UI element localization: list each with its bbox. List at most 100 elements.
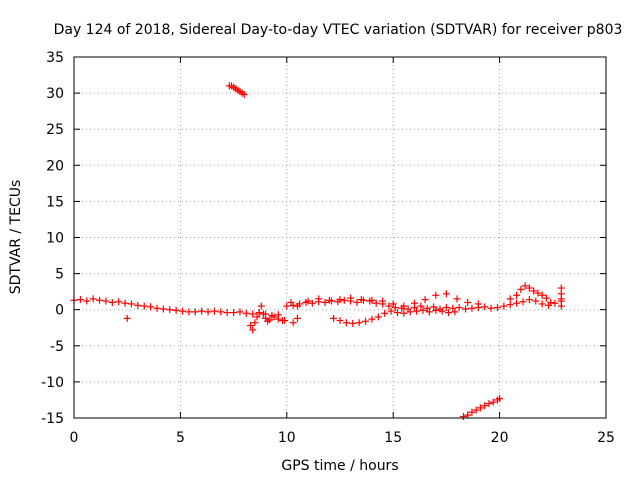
data-point: [472, 406, 480, 414]
y-tick-label: -15: [41, 411, 64, 427]
y-tick-label: 20: [46, 158, 64, 174]
data-point: [281, 317, 289, 325]
data-point: [191, 308, 199, 316]
data-point: [419, 306, 427, 314]
series-main-band: [70, 295, 565, 319]
data-point: [259, 310, 267, 318]
data-point: [102, 297, 110, 305]
data-point: [410, 299, 418, 307]
data-point: [391, 304, 399, 312]
data-point: [421, 296, 429, 304]
data-point: [425, 308, 433, 316]
data-point: [293, 314, 301, 322]
data-point: [438, 307, 446, 315]
data-point: [274, 315, 282, 323]
data-point: [442, 290, 450, 298]
data-point: [321, 298, 329, 306]
x-axis-label: GPS time / hours: [281, 458, 398, 474]
data-point: [83, 297, 91, 305]
data-points: [70, 82, 565, 421]
data-point: [308, 299, 316, 307]
data-point: [464, 298, 472, 306]
data-point: [121, 299, 129, 307]
y-tick-label: 25: [46, 122, 64, 138]
y-axis-label: SDTVAR / TECUs: [8, 180, 24, 295]
data-point: [525, 296, 533, 304]
data-point: [538, 300, 546, 308]
data-point: [140, 302, 148, 310]
data-point: [293, 302, 301, 310]
data-point: [530, 287, 538, 295]
data-point: [249, 326, 257, 334]
data-point: [123, 314, 131, 322]
x-tick-label: 20: [491, 430, 509, 446]
data-point: [134, 301, 142, 309]
data-point: [430, 303, 438, 311]
data-point: [325, 296, 333, 304]
data-point: [287, 298, 295, 306]
data-point: [519, 298, 527, 306]
y-tick-label: 30: [46, 86, 64, 102]
data-point: [210, 307, 218, 315]
series-late-hump: [506, 282, 555, 306]
data-point: [496, 395, 504, 403]
y-tick-label: 0: [55, 303, 64, 319]
data-point: [481, 402, 489, 410]
data-point: [315, 295, 323, 303]
data-point: [166, 306, 174, 314]
y-tick-label: 15: [46, 194, 64, 210]
x-tick-label: 25: [597, 430, 615, 446]
data-point: [353, 298, 361, 306]
series-dip-cluster: [247, 302, 301, 334]
data-point: [521, 282, 529, 290]
data-point: [538, 291, 546, 299]
data-point: [557, 290, 565, 298]
data-point: [455, 304, 463, 312]
data-point: [517, 285, 525, 293]
data-point: [489, 398, 497, 406]
series-isolated-points: [123, 284, 565, 325]
y-tick-label: 35: [46, 50, 64, 66]
y-tick-label: 5: [55, 267, 64, 283]
data-point: [76, 296, 84, 304]
x-tick-label: 0: [70, 430, 79, 446]
data-point: [204, 308, 212, 316]
data-point: [223, 309, 231, 317]
data-point: [362, 317, 370, 325]
data-point: [336, 296, 344, 304]
data-point: [251, 319, 259, 327]
data-point: [459, 413, 467, 421]
data-point: [185, 308, 193, 316]
data-point: [385, 302, 393, 310]
data-point: [236, 308, 244, 316]
data-point: [500, 302, 508, 310]
data-point: [453, 295, 461, 303]
data-point: [240, 91, 248, 99]
data-point: [159, 305, 167, 313]
data-point: [342, 319, 350, 327]
data-point: [198, 307, 206, 315]
data-point: [417, 302, 425, 310]
y-tick-label: 10: [46, 231, 64, 247]
data-point: [266, 316, 274, 324]
grid: [74, 57, 606, 418]
data-point: [442, 304, 450, 312]
data-point: [542, 294, 550, 302]
data-point: [257, 302, 265, 310]
data-point: [487, 304, 495, 312]
plot-frame: [73, 56, 607, 419]
data-point: [127, 300, 135, 308]
data-point: [400, 309, 408, 317]
data-point: [379, 297, 387, 305]
x-tick-label: 5: [176, 430, 185, 446]
data-point: [481, 303, 489, 311]
data-point: [289, 319, 297, 327]
x-tick-label: 10: [278, 430, 296, 446]
data-point: [525, 284, 533, 292]
data-point: [449, 304, 457, 312]
data-point: [534, 289, 542, 297]
data-point: [96, 296, 104, 304]
data-point: [423, 304, 431, 312]
data-point: [547, 298, 555, 306]
data-point: [393, 309, 401, 317]
